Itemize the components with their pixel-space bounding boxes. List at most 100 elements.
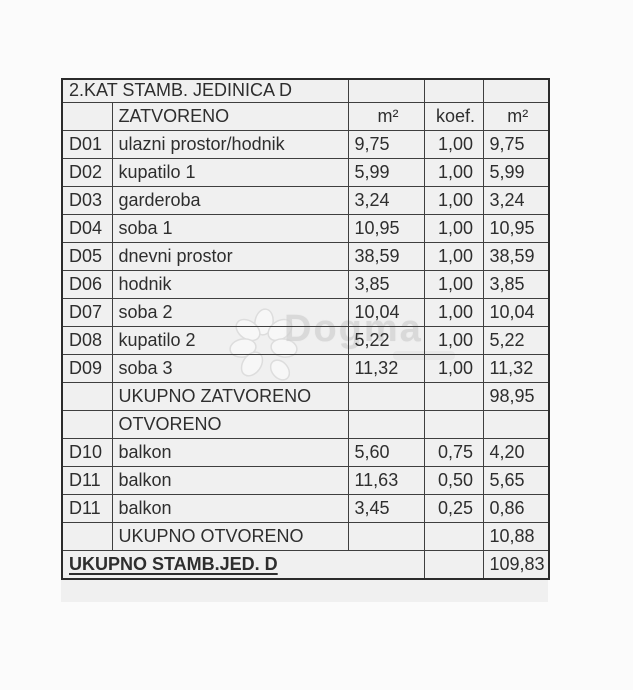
open-section-label: OTVORENO — [111, 410, 349, 439]
cell-area: 11,63 — [347, 466, 425, 495]
cell-result: 3,24 — [482, 186, 550, 215]
cell-koef: 0,25 — [423, 494, 484, 523]
cell-code: D02 — [61, 158, 113, 187]
cell-area: 3,24 — [347, 186, 425, 215]
header-section: ZATVORENO — [111, 102, 349, 131]
cell-empty — [423, 410, 484, 439]
cell-name: soba 1 — [111, 214, 349, 243]
cell-result: 0,86 — [482, 494, 550, 523]
cell-area: 9,75 — [347, 130, 425, 159]
cell-name: hodnik — [111, 270, 349, 299]
total-open-label: UKUPNO OTVORENO — [111, 522, 349, 551]
area-table: 2.KAT STAMB. JEDINICA D ZATVORENO m² koe… — [61, 78, 550, 580]
table-row: D02 kupatilo 1 5,99 1,00 5,99 — [61, 158, 550, 187]
total-open-value: 10,88 — [482, 522, 550, 551]
header-result: m² — [482, 102, 550, 131]
table-row: D11 balkon 11,63 0,50 5,65 — [61, 466, 550, 495]
table-row-open-section: OTVORENO — [61, 410, 550, 439]
cell-koef: 1,00 — [423, 326, 484, 355]
cell-code: D07 — [61, 298, 113, 327]
cell-empty — [347, 410, 425, 439]
cell-koef: 1,00 — [423, 270, 484, 299]
cell-code: D01 — [61, 130, 113, 159]
cell-area: 3,85 — [347, 270, 425, 299]
cell-code: D08 — [61, 326, 113, 355]
cell-area: 10,04 — [347, 298, 425, 327]
cell-result: 4,20 — [482, 438, 550, 467]
cell-area: 3,45 — [347, 494, 425, 523]
cell-code: D03 — [61, 186, 113, 215]
table-row: D09 soba 3 11,32 1,00 11,32 — [61, 354, 550, 383]
cell-area: 5,60 — [347, 438, 425, 467]
cell-code: D11 — [61, 466, 113, 495]
cell-empty — [423, 522, 484, 551]
cell-empty — [423, 382, 484, 411]
cell-empty — [61, 382, 113, 411]
table-row-total-closed: UKUPNO ZATVORENO 98,95 — [61, 382, 550, 411]
table-row: D03 garderoba 3,24 1,00 3,24 — [61, 186, 550, 215]
cell-code: D06 — [61, 270, 113, 299]
cell-name: balkon — [111, 494, 349, 523]
cell-name: kupatilo 2 — [111, 326, 349, 355]
cell-result: 5,99 — [482, 158, 550, 187]
cell-result: 3,85 — [482, 270, 550, 299]
cell-area: 5,22 — [347, 326, 425, 355]
cell-area: 38,59 — [347, 242, 425, 271]
table-row: D04 soba 1 10,95 1,00 10,95 — [61, 214, 550, 243]
cell-name: dnevni prostor — [111, 242, 349, 271]
cell-koef: 0,50 — [423, 466, 484, 495]
grand-total-label: UKUPNO STAMB.JED. D — [69, 553, 278, 574]
cell-result: 5,65 — [482, 466, 550, 495]
header-koef: koef. — [423, 102, 484, 131]
cell-code: D05 — [61, 242, 113, 271]
cell-code: D11 — [61, 494, 113, 523]
table-row: D06 hodnik 3,85 1,00 3,85 — [61, 270, 550, 299]
cell-empty — [61, 102, 113, 131]
cell-empty — [347, 78, 425, 103]
table-row-title: 2.KAT STAMB. JEDINICA D — [61, 78, 550, 103]
table-row: D05 dnevni prostor 38,59 1,00 38,59 — [61, 242, 550, 271]
total-closed-value: 98,95 — [482, 382, 550, 411]
cell-empty — [61, 522, 113, 551]
cell-empty — [61, 410, 113, 439]
cell-empty — [347, 382, 425, 411]
cell-code: D04 — [61, 214, 113, 243]
cell-result: 38,59 — [482, 242, 550, 271]
cell-result: 9,75 — [482, 130, 550, 159]
cell-result: 5,22 — [482, 326, 550, 355]
table-row-grand-total: UKUPNO STAMB.JED. D 109,83 — [61, 550, 550, 580]
cell-empty — [482, 410, 550, 439]
cell-koef: 1,00 — [423, 214, 484, 243]
table-row: D01 ulazni prostor/hodnik 9,75 1,00 9,75 — [61, 130, 550, 159]
table-row: D10 balkon 5,60 0,75 4,20 — [61, 438, 550, 467]
cell-empty — [423, 550, 484, 580]
cell-empty — [482, 78, 550, 103]
cell-koef: 1,00 — [423, 242, 484, 271]
cell-name: ulazni prostor/hodnik — [111, 130, 349, 159]
cell-koef: 0,75 — [423, 438, 484, 467]
cell-name: kupatilo 1 — [111, 158, 349, 187]
table-row: D08 kupatilo 2 5,22 1,00 5,22 — [61, 326, 550, 355]
cell-koef: 1,00 — [423, 130, 484, 159]
cell-area: 5,99 — [347, 158, 425, 187]
grand-total-value: 109,83 — [482, 550, 550, 580]
cell-name: balkon — [111, 438, 349, 467]
total-closed-label: UKUPNO ZATVORENO — [111, 382, 349, 411]
cell-area: 10,95 — [347, 214, 425, 243]
cell-code: D09 — [61, 354, 113, 383]
page-title: 2.KAT STAMB. JEDINICA D — [61, 78, 349, 103]
cell-koef: 1,00 — [423, 186, 484, 215]
cell-name: soba 2 — [111, 298, 349, 327]
cell-koef: 1,00 — [423, 354, 484, 383]
cell-result: 11,32 — [482, 354, 550, 383]
cell-code: D10 — [61, 438, 113, 467]
cell-empty — [347, 522, 425, 551]
cell-name: balkon — [111, 466, 349, 495]
cell-name: soba 3 — [111, 354, 349, 383]
table-row: D07 soba 2 10,04 1,00 10,04 — [61, 298, 550, 327]
table-row-total-open: UKUPNO OTVORENO 10,88 — [61, 522, 550, 551]
cell-koef: 1,00 — [423, 158, 484, 187]
cell-result: 10,95 — [482, 214, 550, 243]
table-row: D11 balkon 3,45 0,25 0,86 — [61, 494, 550, 523]
